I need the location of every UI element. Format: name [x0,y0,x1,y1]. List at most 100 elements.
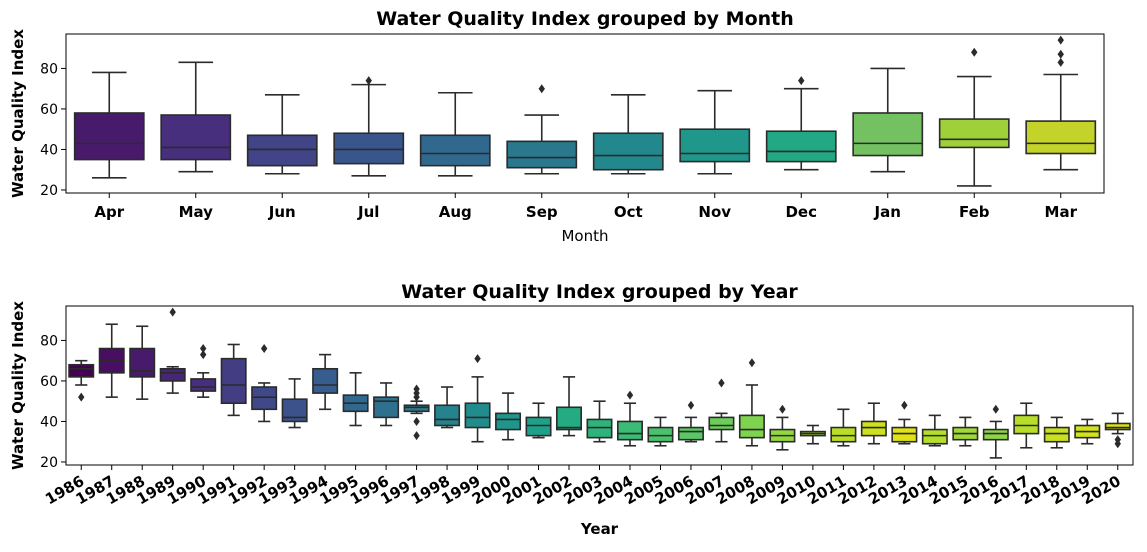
iqr-box [677,426,704,441]
iqr-box [765,130,837,163]
outlier-point [798,76,805,86]
x-tick-label: Jan [874,203,901,221]
x-tick-label: Nov [698,203,731,221]
outlier-point [992,404,1000,414]
x-tick-label: Oct [614,203,643,221]
iqr-box [373,396,400,419]
outlier-point [718,378,725,388]
outlier-point [1114,435,1121,445]
box-Feb: Feb [938,47,1010,221]
y-tick-label: 40 [40,414,58,430]
iqr-box [506,140,578,169]
outlier-point [474,354,481,364]
plot-frame [65,305,1134,466]
y-axis-label: Water Quality Index [9,29,27,198]
x-tick-label: May [179,203,214,221]
y-axis-label: Water Quality Index [9,301,27,470]
x-tick-label: Sep [526,203,558,221]
iqr-box [938,118,1010,149]
iqr-box [921,428,948,445]
x-tick-label: Mar [1045,203,1078,221]
outlier-point [779,404,786,414]
outlier-point [413,384,420,394]
iqr-box [738,414,765,439]
y-tick-label: 60 [40,374,58,390]
box-Jan: Jan [852,67,924,221]
box-Dec: Dec [765,76,837,221]
box-Apr: Apr [73,71,145,221]
panel-1: Water Quality Index grouped by Month Wate… [9,8,1105,245]
iqr-box [73,112,145,161]
iqr-box [708,416,735,431]
x-tick-label: Jul [357,203,379,221]
iqr-box [647,426,674,443]
box-Mar: Mar [1025,35,1097,221]
iqr-box [160,114,232,161]
iqr-box [592,132,664,171]
x-tick-label: Feb [959,203,990,221]
box-Oct: Oct [592,93,664,221]
outlier-point [626,390,634,400]
box-Jul: Jul [333,76,405,221]
x-tick-label: Apr [94,203,124,221]
x-axis-label: Year [580,520,619,538]
outlier-point [199,350,207,360]
iqr-box [525,416,552,437]
iqr-box [616,420,643,441]
outlier-point [538,84,545,94]
iqr-box [852,112,924,157]
x-tick-label: Jun [268,203,296,221]
chart-title: Water Quality Index grouped by Year [401,281,798,303]
panel-2: Water Quality Index grouped by Year Water… [9,281,1134,538]
iqr-box [68,363,95,378]
box-Jun: Jun [246,93,318,221]
box-Aug: Aug [419,91,491,221]
iqr-box [830,426,857,443]
iqr-box [860,420,887,437]
iqr-box [464,402,491,429]
iqr-box [556,406,583,431]
iqr-box [586,418,613,439]
y-tick-label: 40 [40,142,58,158]
x-tick-label: Aug [439,203,472,221]
box-Sep: Sep [506,84,578,221]
y-tick-label: 80 [40,61,58,77]
outlier-point [365,76,372,86]
iqr-box [129,347,156,378]
x-axis-label: Month [561,227,608,245]
iqr-box [434,404,461,427]
outlier-point [413,431,420,441]
iqr-box [333,132,405,165]
outlier-point [413,416,420,426]
iqr-box [679,128,751,163]
y-tick-label: 20 [40,455,58,471]
y-tick-label: 20 [40,183,58,199]
outlier-point [971,47,978,57]
iqr-box [403,404,430,413]
iqr-box [220,357,247,405]
iqr-box [281,398,308,423]
chart-title: Water Quality Index grouped by Month [376,8,794,30]
iqr-box [1104,422,1131,431]
outlier-point [199,344,207,354]
iqr-box [982,428,1009,441]
box-Nov: Nov [679,89,751,221]
outlier-point [1057,35,1064,45]
iqr-box [419,134,491,167]
y-tick-label: 80 [40,333,58,349]
iqr-box [1013,414,1040,435]
iqr-box [495,412,522,431]
outlier-point [1057,57,1064,67]
outlier-point [169,307,176,317]
iqr-box [246,134,318,167]
outlier-point [901,400,908,410]
y-tick-label: 60 [40,102,58,118]
iqr-box [1025,120,1097,155]
iqr-box [159,367,186,382]
iqr-box [1043,426,1070,443]
outlier-point [78,392,85,402]
outlier-point [748,358,756,368]
outlier-point [687,400,695,410]
